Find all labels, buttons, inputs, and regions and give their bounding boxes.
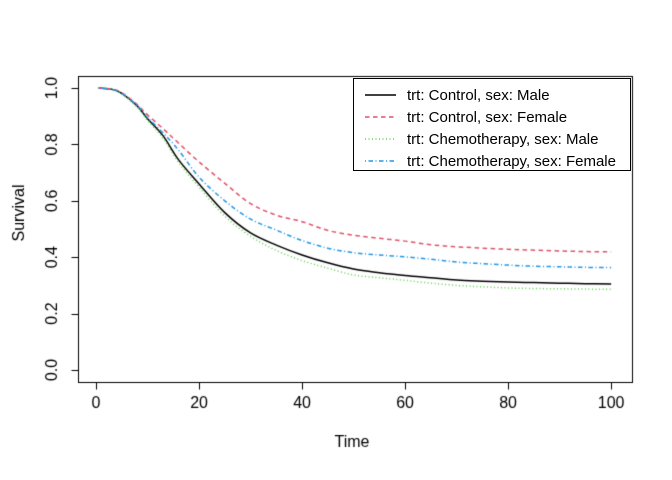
legend-item-chemotherapy-female: trt: Chemotherapy, sex: Female (354, 150, 630, 172)
legend-line-solid-icon (365, 94, 396, 96)
legend-line-dotted-icon (365, 138, 396, 140)
legend-line-dashdot-icon (365, 160, 396, 162)
legend: trt: Control, sex: Male trt: Control, se… (353, 78, 631, 171)
legend-item-chemotherapy-male: trt: Chemotherapy, sex: Male (354, 128, 630, 150)
legend-item-control-male: trt: Control, sex: Male (354, 84, 630, 106)
legend-label: trt: Control, sex: Female (407, 108, 568, 126)
legend-label: trt: Control, sex: Male (407, 86, 550, 104)
legend-label: trt: Chemotherapy, sex: Female (407, 152, 616, 170)
legend-label: trt: Chemotherapy, sex: Male (407, 130, 599, 148)
legend-item-control-female: trt: Control, sex: Female (354, 106, 630, 128)
legend-line-dashed-icon (365, 116, 396, 118)
